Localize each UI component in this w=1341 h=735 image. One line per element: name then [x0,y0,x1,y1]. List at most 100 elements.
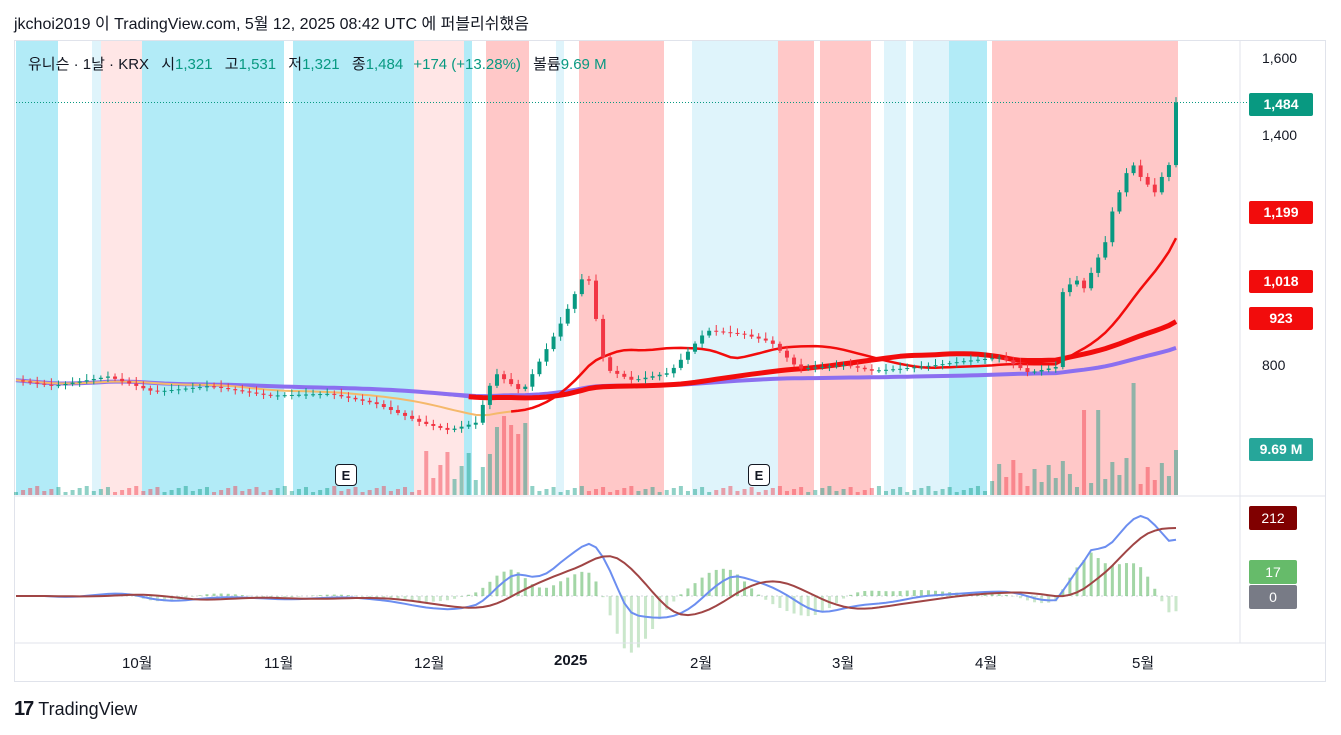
osc-histogram-bar [658,596,662,620]
osc-histogram-bar [453,596,457,599]
candle-body [947,363,952,365]
candle-body [735,332,740,334]
osc-histogram-bar [1018,596,1022,599]
signal-value-label: 212 [1249,506,1297,530]
candle-body [643,377,648,380]
volume-bar [1131,383,1136,495]
candle-body [1166,165,1171,177]
candle-body [480,404,485,423]
osc-histogram-bar [665,596,669,610]
signal-line [16,527,1177,617]
time-label-may: 5월 [1132,655,1155,672]
brand-footer[interactable]: 17 TradingView [14,698,137,721]
candle-body [834,365,839,367]
osc-histogram-bar [438,596,442,602]
candle-body [1060,292,1065,368]
osc-histogram-bar [877,590,881,596]
symbol-name[interactable]: 유니슨 · 1날 · KRX [28,56,150,73]
osc-histogram-bar [488,581,492,596]
candle-body [113,376,118,379]
volume-bar [721,488,726,495]
volume-bar [558,492,563,495]
volume-bar [848,487,853,495]
close-label: 종 [351,56,366,73]
regime-band [820,41,871,495]
osc-histogram-bar [1075,567,1079,596]
candle-body [247,391,252,393]
candle-body [254,392,259,394]
volume-bar [565,490,570,495]
volume-bar [714,490,719,495]
osc-histogram-bar [863,590,867,596]
volume-bar [728,486,733,495]
volume-bar [792,489,797,495]
candle-body [728,332,733,334]
volume-bar [275,488,280,495]
candle-body [770,340,775,344]
candle-body [219,386,224,388]
candle-body [636,379,641,381]
candle-body [403,412,408,416]
osc-histogram-bar [898,591,902,596]
volume-bar [629,486,634,495]
regime-band [414,41,464,495]
osc-histogram-bar [983,593,987,596]
candle-body [940,364,945,366]
volume-bar [834,491,839,495]
candle-body [813,367,818,369]
volume-bar [395,489,400,495]
candle-body [1046,368,1051,370]
candle-body [190,387,195,389]
volume-bar [487,454,492,495]
candle-body [784,350,789,358]
osc-histogram-bar [771,596,775,605]
candle-body [212,386,217,388]
price-tick-800: 800 [1262,357,1286,373]
volume-bar [827,486,832,495]
regime-band [556,41,564,495]
regime-band [464,41,472,495]
volume-bar [678,486,683,495]
volume-bar [806,492,811,495]
regime-band [293,41,414,495]
osc-histogram-bar [905,590,909,596]
osc-histogram-bar [481,587,485,596]
volume-bar [98,489,103,495]
candle-body [1103,242,1108,258]
candle-body [1089,272,1094,289]
osc-histogram-bar [389,596,393,600]
volume-bar [1074,487,1079,495]
volume-bar [884,491,888,495]
candle-body [445,427,450,430]
volume-bar [707,492,712,495]
volume-bar [1082,410,1087,495]
earnings-event-marker[interactable]: E [748,464,770,486]
volume-bar [990,481,995,495]
candle-body [318,394,323,396]
osc-histogram-bar [813,596,817,616]
open-label: 시 [161,56,176,73]
earnings-event-marker[interactable]: E [335,464,357,486]
volume-bar [254,487,259,495]
candle-body [325,393,330,395]
volume-bar [84,486,89,495]
volume-value: 9.69 M [560,56,607,73]
osc-histogram-bar [1025,596,1029,601]
osc-histogram-bar [346,595,350,596]
candle-body [388,407,393,410]
candle-body [615,370,620,374]
candle-body [169,390,174,392]
candle-body [516,384,521,389]
volume-bar [905,492,910,495]
candle-body [678,359,683,368]
volume-bar [1124,458,1129,495]
candle-body [1159,176,1164,193]
volume-bar [1166,476,1171,495]
candle-body [898,368,903,370]
osc-histogram-bar [332,594,336,596]
osc-histogram-bar [198,595,202,596]
osc-histogram-bar [806,596,810,617]
candle-body [1110,211,1115,243]
candle-body [721,331,726,333]
